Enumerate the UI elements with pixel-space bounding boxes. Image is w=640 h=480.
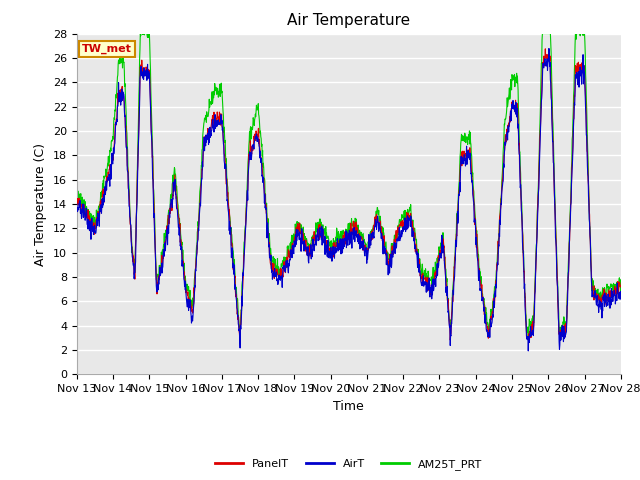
AM25T_PRT (73, 202, 81, 208)
Line: AM25T_PRT: AM25T_PRT (77, 34, 621, 338)
PanelT (446, 337, 454, 343)
PanelT (315, 222, 323, 228)
AM25T_PRT (136, 31, 144, 36)
X-axis label: Time: Time (333, 400, 364, 413)
AM25T_PRT (304, 240, 312, 246)
AirT (137, 63, 145, 69)
AirT (304, 250, 312, 256)
PanelT (304, 244, 312, 250)
Title: Air Temperature: Air Temperature (287, 13, 410, 28)
PanelT (137, 62, 145, 68)
AM25T_PRT (115, 59, 123, 65)
Line: AirT: AirT (77, 48, 621, 351)
AM25T_PRT (383, 249, 390, 254)
PanelT (617, 284, 625, 290)
AirT (115, 94, 123, 99)
Line: PanelT: PanelT (77, 49, 621, 340)
AirT (524, 348, 532, 354)
PanelT (73, 199, 81, 205)
PanelT (115, 92, 123, 97)
AM25T_PRT (523, 335, 531, 341)
PanelT (541, 46, 549, 52)
PanelT (325, 243, 333, 249)
Legend: PanelT, AirT, AM25T_PRT: PanelT, AirT, AM25T_PRT (211, 455, 486, 475)
Y-axis label: Air Temperature (C): Air Temperature (C) (35, 143, 47, 265)
Text: TW_met: TW_met (82, 44, 132, 54)
AM25T_PRT (316, 221, 323, 227)
AirT (325, 248, 333, 254)
AirT (617, 291, 625, 297)
AirT (315, 237, 323, 243)
AirT (545, 46, 553, 51)
AM25T_PRT (325, 241, 333, 247)
AM25T_PRT (617, 285, 625, 290)
AirT (73, 201, 81, 207)
AirT (383, 262, 390, 268)
AM25T_PRT (138, 31, 145, 36)
PanelT (383, 247, 390, 253)
